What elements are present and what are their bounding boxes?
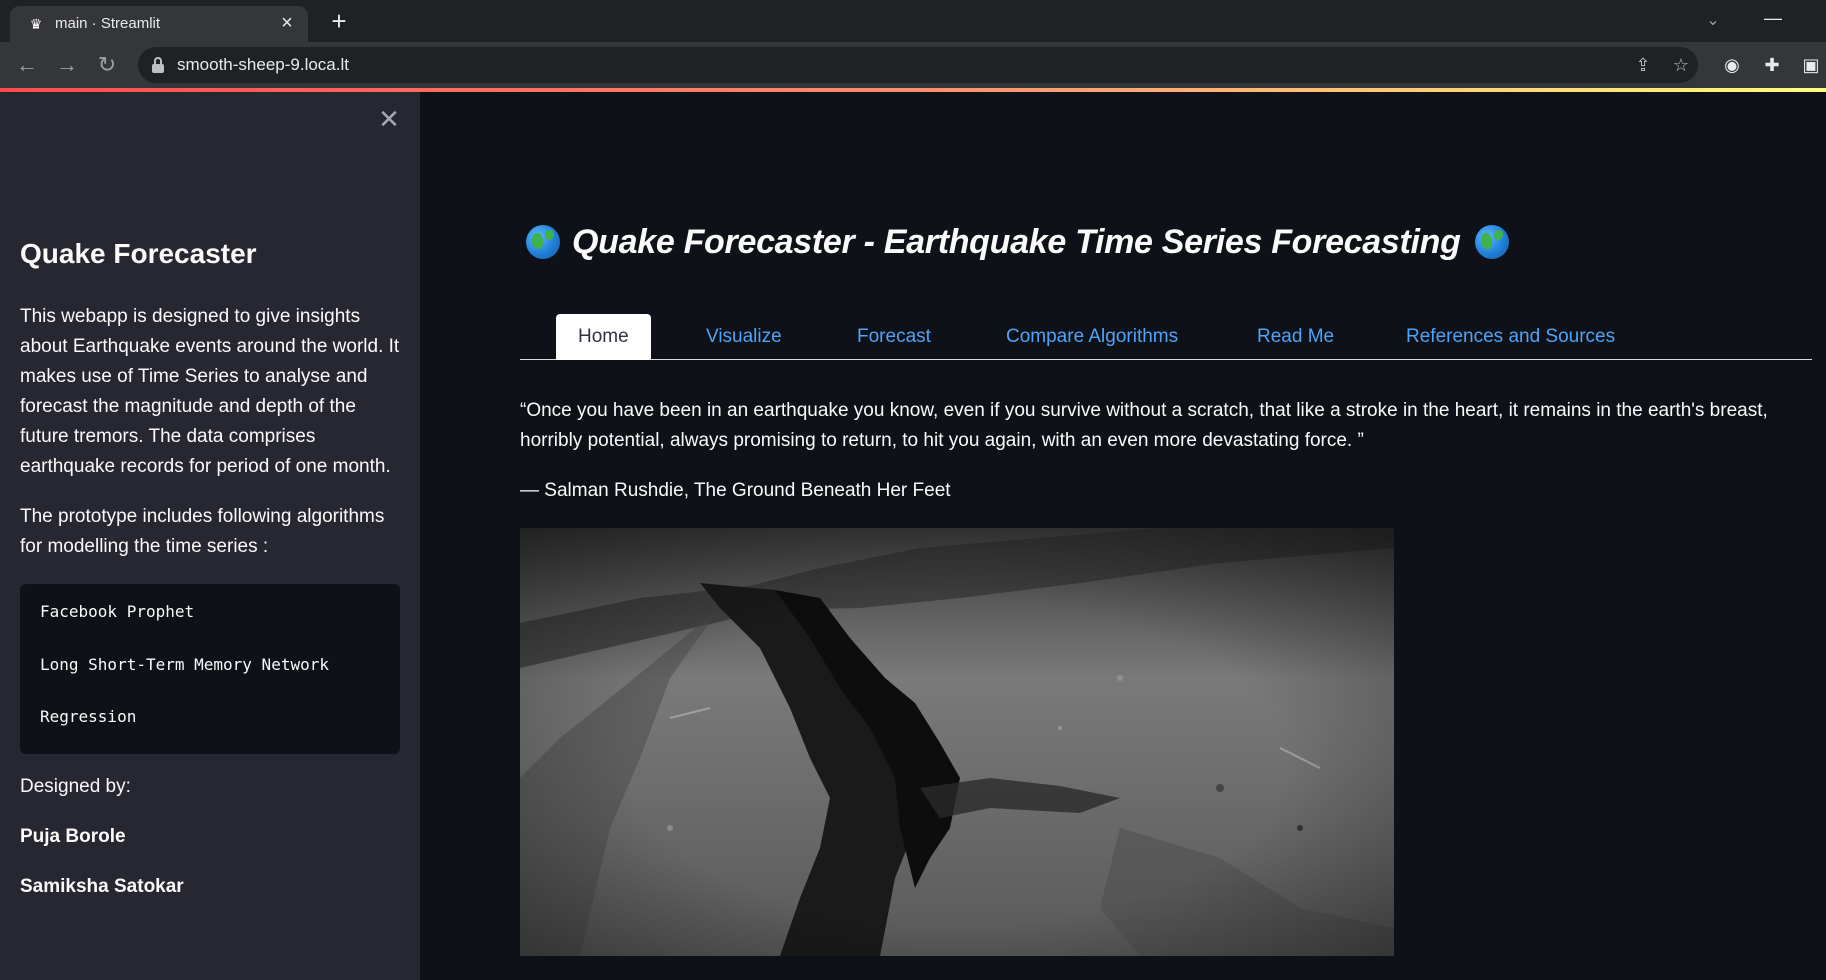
browser-tab[interactable]: ♛ main · Streamlit ×	[10, 6, 308, 42]
close-icon[interactable]: ×	[281, 12, 293, 34]
address-bar[interactable]: smooth-sheep-9.loca.lt ⇪ ☆	[138, 47, 1698, 83]
tab-read-me[interactable]: Read Me	[1257, 326, 1335, 347]
algorithm-item: Regression	[40, 707, 137, 726]
tab-visualize[interactable]: Visualize	[706, 326, 782, 347]
lock-icon[interactable]	[152, 57, 164, 73]
plus-icon[interactable]: +	[331, 6, 347, 36]
tab-title: main · Streamlit	[55, 15, 161, 32]
quote-text: “Once you have been in an earthquake you…	[520, 400, 1768, 451]
forward-icon[interactable]: →	[56, 52, 78, 77]
browser-tabbar: ♛ main · Streamlit × + ⌄ —	[0, 0, 1826, 42]
sidebar-prototype-text: The prototype includes following algorit…	[20, 506, 385, 557]
tab-references[interactable]: References and Sources	[1406, 326, 1616, 347]
globe-icon	[1474, 225, 1509, 259]
tab-forecast[interactable]: Forecast	[857, 326, 931, 347]
url-text[interactable]: smooth-sheep-9.loca.lt	[177, 55, 349, 74]
algorithm-item: Long Short-Term Memory Network	[40, 654, 329, 674]
author-name: Puja Borole	[20, 826, 126, 847]
page-title-row: Quake Forecaster - Earthquake Time Serie…	[526, 220, 1509, 264]
share-icon[interactable]: ⇪	[1635, 55, 1651, 75]
tab-bar: Home Visualize Forecast Compare Algorith…	[520, 314, 1812, 360]
star-icon[interactable]: ☆	[1672, 55, 1690, 75]
author-name: Samiksha Satokar	[20, 876, 184, 897]
main-content: Quake Forecaster - Earthquake Time Serie…	[420, 92, 1826, 980]
algorithm-item: Facebook Prophet	[40, 602, 195, 621]
tab-compare-algorithms[interactable]: Compare Algorithms	[1006, 326, 1179, 347]
globe-icon	[526, 225, 560, 259]
sidebar: ✕ Quake Forecaster This webapp is design…	[0, 92, 420, 980]
page-title: Quake Forecaster - Earthquake Time Serie…	[572, 222, 1461, 261]
algorithms-code-block: Facebook Prophet Long Short-Term Memory …	[20, 584, 400, 754]
quote-author: — Salman Rushdie, The Ground Beneath Her…	[520, 480, 951, 501]
grammarly-icon[interactable]: ◉	[1724, 55, 1740, 75]
crown-icon: ♛	[29, 16, 43, 32]
back-icon[interactable]: ←	[16, 52, 38, 77]
browser-toolbar: ← → ↻ smooth-sheep-9.loca.lt ⇪ ☆ ◉ ✚ ▣	[0, 42, 1826, 88]
earthquake-crack-image	[520, 528, 1394, 956]
sidepanel-icon[interactable]: ▣	[1802, 55, 1820, 75]
sidebar-description: This webapp is designed to give insights…	[20, 306, 400, 477]
chevron-down-icon[interactable]: ⌄	[1706, 12, 1720, 29]
close-icon[interactable]: ✕	[378, 104, 400, 134]
reload-icon[interactable]: ↻	[97, 52, 117, 77]
sidebar-title: Quake Forecaster	[20, 238, 257, 269]
tab-home[interactable]: Home	[556, 314, 651, 360]
minimize-icon[interactable]: —	[1764, 8, 1782, 28]
puzzle-icon[interactable]: ✚	[1764, 55, 1780, 75]
designed-by-label: Designed by:	[20, 776, 131, 797]
streamlit-header-decoration	[0, 88, 1826, 92]
